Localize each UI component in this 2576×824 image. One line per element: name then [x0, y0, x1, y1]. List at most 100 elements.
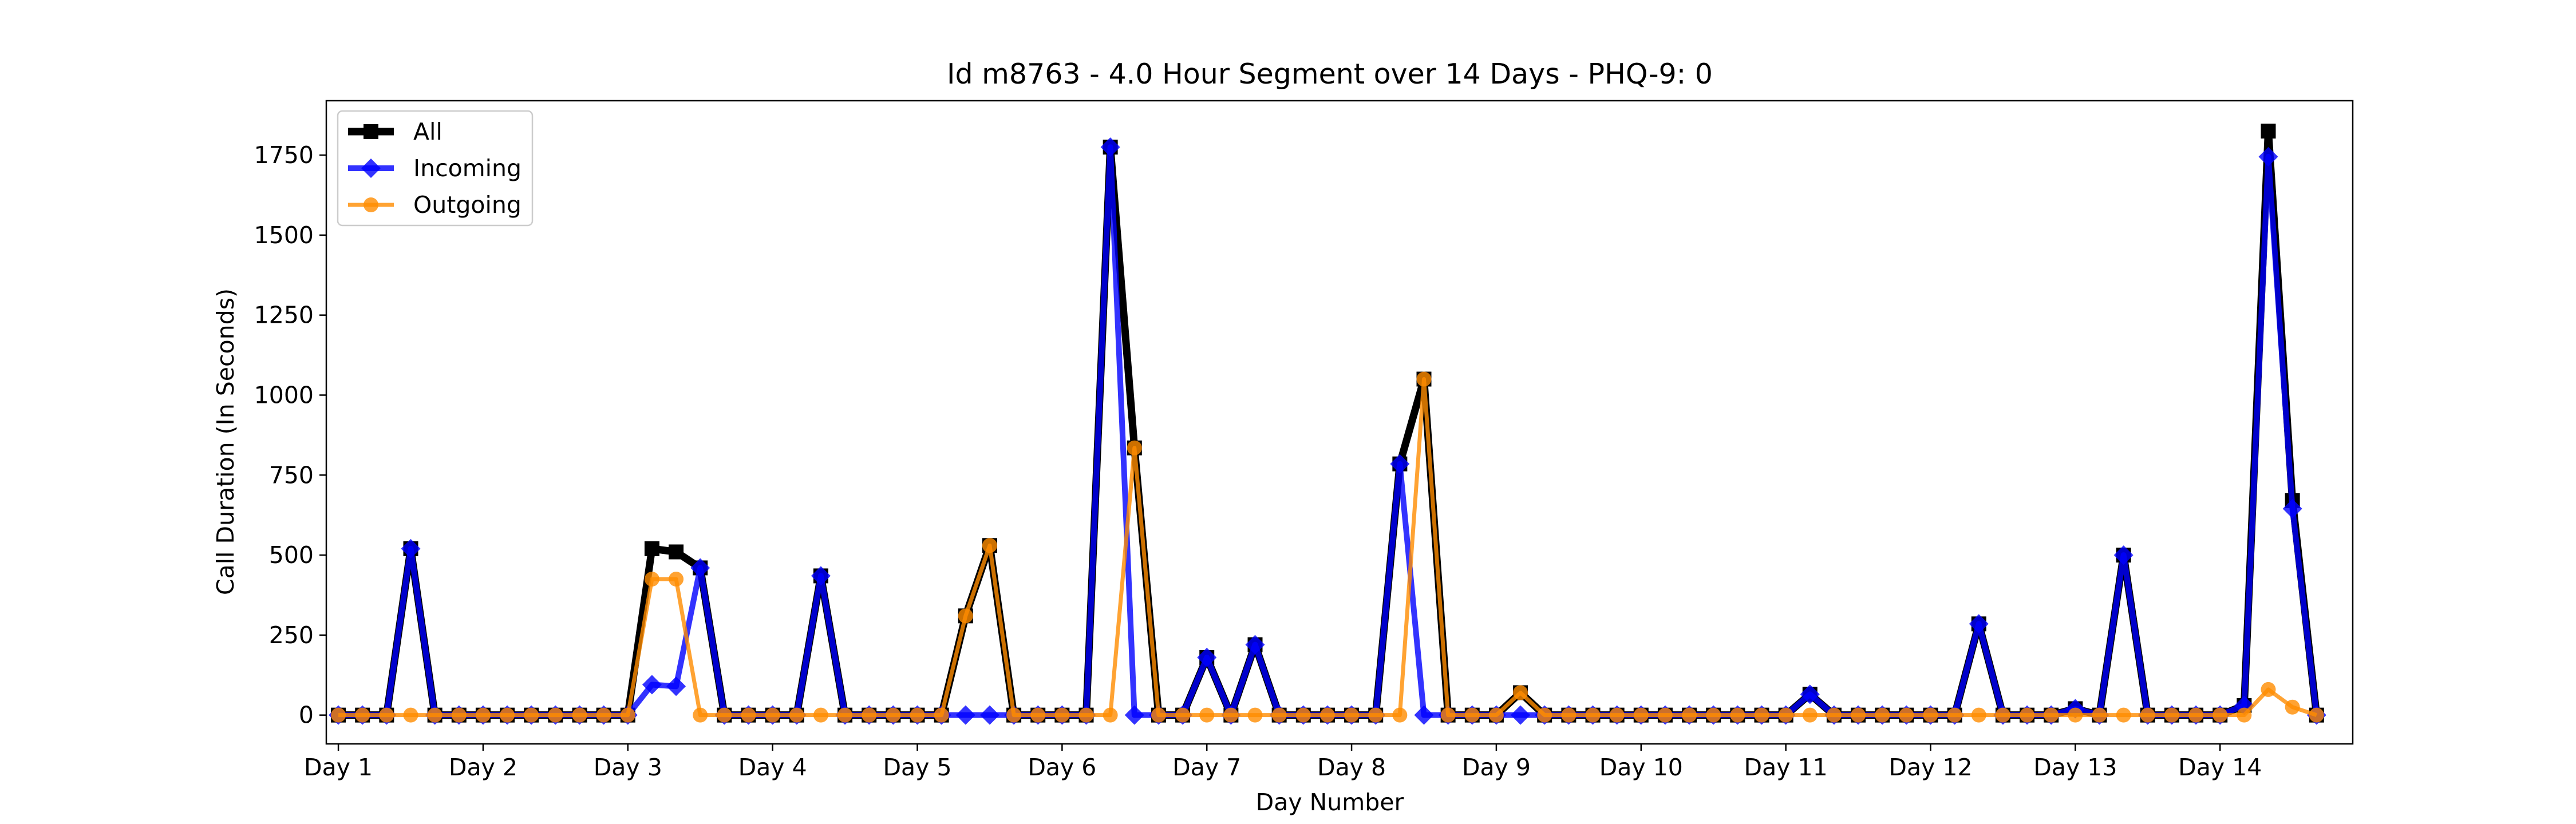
x-tick-label: Day 5	[883, 754, 951, 781]
y-axis: 0 250 500 750 1000 1250 1500 1750	[254, 141, 326, 729]
data-point-outgoing	[693, 707, 708, 723]
data-point-incoming	[1414, 705, 1434, 725]
data-point-outgoing	[1295, 707, 1311, 723]
x-tick-label: Day 2	[449, 754, 517, 781]
data-point-outgoing	[1006, 707, 1022, 723]
x-tick-label: Day 9	[1462, 754, 1531, 781]
data-point-outgoing	[1802, 707, 1818, 723]
x-tick-label: Day 7	[1172, 754, 1241, 781]
data-point-outgoing	[644, 572, 659, 587]
data-point-outgoing	[2309, 707, 2324, 723]
x-axis: Day 1 Day 2 Day 3 Day 4 Day 5 Day 6 Day 7 Day 8…	[304, 744, 2262, 781]
data-point-outgoing	[1875, 707, 1890, 723]
data-point-outgoing	[958, 608, 973, 624]
data-point-outgoing	[1416, 371, 1432, 387]
y-tick-label: 1750	[254, 141, 314, 169]
y-tick-label: 500	[269, 541, 314, 569]
data-point-incoming	[690, 558, 710, 578]
data-point-outgoing	[1851, 707, 1866, 723]
data-point-outgoing	[620, 707, 635, 723]
data-point-incoming	[2113, 545, 2134, 565]
data-point-incoming	[811, 566, 831, 586]
data-point-outgoing	[862, 707, 877, 723]
data-point-outgoing	[886, 707, 901, 723]
data-point-outgoing	[982, 538, 997, 553]
x-tick-label: Day 13	[2033, 754, 2117, 781]
data-point-outgoing	[1995, 707, 2010, 723]
data-point-outgoing	[1778, 707, 1793, 723]
chart-title: Id m8763 - 4.0 Hour Segment over 14 Days…	[947, 58, 1713, 90]
data-point-outgoing	[524, 707, 539, 723]
data-point-outgoing	[1319, 707, 1335, 723]
legend-label-outgoing: Outgoing	[413, 191, 521, 219]
data-point-outgoing	[331, 707, 346, 723]
x-tick-label: Day 3	[594, 754, 662, 781]
y-tick-label: 0	[299, 702, 314, 729]
data-point-outgoing	[2092, 707, 2107, 723]
data-point-outgoing	[1271, 707, 1287, 723]
legend-marker-all	[364, 124, 378, 139]
x-tick-label: Day 6	[1028, 754, 1096, 781]
y-tick-label: 750	[269, 461, 314, 489]
data-point-outgoing	[1223, 707, 1239, 723]
data-point-outgoing	[1682, 707, 1697, 723]
data-point-outgoing	[1175, 707, 1191, 723]
data-point-outgoing	[1657, 707, 1673, 723]
legend-box	[337, 110, 534, 227]
data-point-incoming	[979, 705, 999, 725]
data-point-all	[2261, 124, 2276, 139]
data-point-outgoing	[451, 707, 467, 723]
data-point-outgoing	[427, 707, 442, 723]
data-point-outgoing	[1368, 707, 1384, 723]
x-tick-label: Day 8	[1317, 754, 1386, 781]
data-point-outgoing	[1151, 707, 1166, 723]
data-point-outgoing	[1899, 707, 1914, 723]
data-point-outgoing	[475, 707, 491, 723]
y-tick-label: 1000	[254, 381, 314, 409]
data-point-outgoing	[1440, 707, 1456, 723]
data-point-outgoing	[741, 707, 756, 723]
data-point-incoming	[1800, 684, 1820, 704]
data-point-incoming	[666, 676, 686, 696]
data-point-outgoing	[2044, 707, 2059, 723]
data-point-outgoing	[1609, 707, 1625, 723]
data-point-outgoing	[1633, 707, 1649, 723]
data-point-outgoing	[1947, 707, 1962, 723]
data-point-all	[669, 544, 684, 560]
y-axis-label: Call Duration (In Seconds)	[212, 288, 239, 595]
legend-label-incoming: Incoming	[413, 154, 521, 182]
data-point-outgoing	[1706, 707, 1721, 723]
data-point-outgoing	[717, 707, 732, 723]
series-outgoing	[331, 371, 2324, 723]
x-tick-label: Day 12	[1888, 754, 1972, 781]
data-point-outgoing	[2020, 707, 2035, 723]
data-point-outgoing	[548, 707, 563, 723]
data-point-outgoing	[789, 707, 804, 723]
data-point-outgoing	[1392, 707, 1408, 723]
data-point-outgoing	[1561, 707, 1577, 723]
data-point-outgoing	[1923, 707, 1938, 723]
plot-frame	[325, 100, 2354, 745]
data-point-outgoing	[2285, 699, 2300, 715]
data-point-incoming	[1245, 635, 1265, 655]
y-tick-label: 1500	[254, 221, 314, 249]
x-tick-label: Day 11	[1744, 754, 1828, 781]
x-tick-label: Day 10	[1599, 754, 1683, 781]
data-point-outgoing	[500, 707, 515, 723]
legend-marker-outgoing	[364, 197, 378, 212]
data-point-outgoing	[2212, 707, 2228, 723]
data-point-outgoing	[1826, 707, 1842, 723]
data-point-outgoing	[1537, 707, 1552, 723]
data-point-outgoing	[572, 707, 587, 723]
data-point-outgoing	[1127, 440, 1142, 455]
data-point-outgoing	[1513, 685, 1528, 700]
data-point-outgoing	[813, 707, 828, 723]
data-point-incoming	[401, 538, 421, 558]
data-point-outgoing	[1103, 707, 1118, 723]
data-point-outgoing	[2140, 707, 2155, 723]
data-point-outgoing	[2188, 707, 2204, 723]
data-point-outgoing	[2237, 707, 2252, 723]
x-tick-label: Day 4	[738, 754, 807, 781]
data-point-outgoing	[1754, 707, 1769, 723]
data-point-incoming	[1124, 705, 1144, 725]
